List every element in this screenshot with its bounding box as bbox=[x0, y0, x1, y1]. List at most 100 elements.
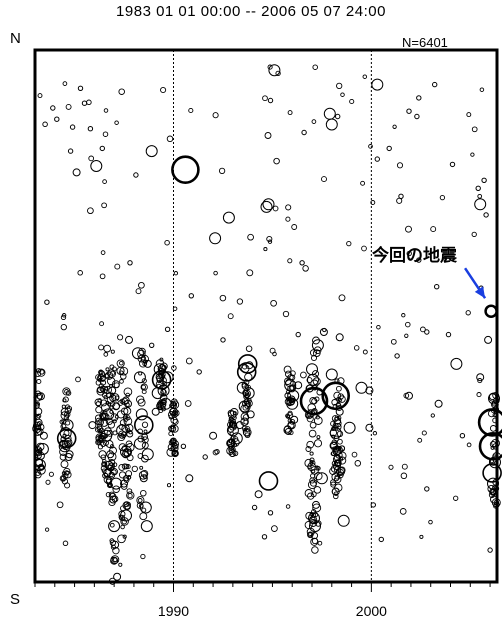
background-point bbox=[246, 269, 254, 277]
cluster-point bbox=[121, 519, 127, 525]
cluster-point bbox=[140, 469, 149, 478]
background-point bbox=[262, 95, 268, 102]
data-point bbox=[134, 415, 154, 435]
data-point bbox=[294, 381, 303, 390]
data-point bbox=[39, 464, 45, 471]
data-point bbox=[237, 354, 258, 374]
background-point bbox=[354, 460, 362, 467]
cluster-point bbox=[232, 450, 239, 457]
cluster-point bbox=[94, 426, 101, 433]
data-point bbox=[151, 369, 172, 390]
cluster-point bbox=[337, 469, 344, 475]
data-point bbox=[50, 105, 56, 111]
cluster-point bbox=[100, 386, 109, 394]
cluster-point bbox=[309, 451, 314, 456]
background-point bbox=[479, 87, 485, 92]
data-point bbox=[171, 155, 200, 184]
cluster-point bbox=[171, 411, 177, 416]
cluster-point bbox=[309, 477, 316, 484]
cluster-point bbox=[171, 449, 179, 458]
data-point bbox=[59, 427, 72, 439]
background-point bbox=[336, 82, 343, 90]
data-point bbox=[414, 113, 420, 120]
data-point bbox=[343, 421, 356, 434]
cluster-point bbox=[105, 367, 110, 372]
cluster-point bbox=[140, 383, 148, 391]
background-point bbox=[75, 376, 81, 383]
cluster-point bbox=[61, 418, 67, 424]
data-point bbox=[64, 470, 70, 476]
data-point bbox=[44, 299, 50, 305]
cluster-point bbox=[137, 498, 143, 503]
cluster-point bbox=[124, 423, 134, 433]
background-point bbox=[400, 472, 408, 480]
data-point bbox=[424, 486, 430, 492]
data-point bbox=[476, 373, 485, 382]
data-point bbox=[61, 419, 74, 432]
background-point bbox=[360, 180, 366, 186]
cluster-point bbox=[309, 479, 318, 487]
cluster-point bbox=[125, 443, 135, 452]
background-point bbox=[247, 233, 254, 241]
background-point bbox=[465, 310, 471, 316]
cluster-point bbox=[337, 438, 343, 445]
background-point bbox=[361, 245, 367, 252]
data-point bbox=[286, 397, 299, 410]
cluster-point bbox=[119, 434, 125, 439]
cluster-point bbox=[287, 374, 294, 381]
cluster-point bbox=[141, 378, 147, 384]
cluster-point bbox=[227, 410, 237, 420]
cluster-point bbox=[333, 454, 341, 462]
cluster-point bbox=[310, 354, 318, 362]
cluster-point bbox=[123, 416, 133, 426]
data-point bbox=[188, 293, 195, 299]
cluster-point bbox=[123, 463, 130, 470]
background-point bbox=[86, 99, 92, 106]
data-point bbox=[99, 145, 106, 152]
data-point bbox=[151, 407, 160, 416]
background-point bbox=[340, 92, 345, 97]
cluster-point bbox=[311, 370, 320, 378]
cluster-point bbox=[118, 463, 126, 471]
data-point bbox=[459, 433, 466, 439]
data-point bbox=[434, 399, 443, 408]
background-point bbox=[372, 431, 378, 436]
data-point bbox=[36, 451, 45, 460]
cluster-point bbox=[311, 537, 319, 545]
background-point bbox=[368, 144, 373, 149]
data-point bbox=[311, 339, 324, 352]
data-point bbox=[482, 463, 502, 483]
cluster-point bbox=[307, 532, 313, 538]
background-point bbox=[453, 495, 459, 501]
cluster-point bbox=[101, 461, 108, 468]
data-point bbox=[127, 260, 133, 266]
data-point bbox=[153, 363, 166, 376]
cluster-point bbox=[141, 421, 149, 428]
cluster-point bbox=[306, 440, 315, 449]
cluster-point bbox=[170, 438, 176, 444]
cluster-point bbox=[337, 393, 344, 400]
cluster-point bbox=[310, 491, 317, 498]
background-point bbox=[321, 176, 327, 183]
cluster-point bbox=[170, 424, 176, 430]
background-point bbox=[430, 226, 437, 233]
background-point bbox=[349, 98, 355, 105]
event-points bbox=[33, 64, 502, 581]
cluster-point bbox=[61, 478, 69, 485]
cluster-point bbox=[141, 389, 147, 395]
data-point bbox=[120, 445, 132, 458]
data-point bbox=[90, 160, 103, 172]
background-point bbox=[466, 112, 472, 118]
cluster-point bbox=[337, 397, 343, 403]
gridlines bbox=[173, 50, 372, 582]
cluster-point bbox=[305, 446, 312, 452]
background-point bbox=[351, 451, 358, 458]
cluster-point bbox=[99, 375, 106, 382]
data-point bbox=[335, 407, 344, 416]
cluster-point bbox=[109, 538, 115, 543]
cluster-point bbox=[108, 491, 115, 498]
background-point bbox=[442, 256, 448, 261]
data-point bbox=[110, 477, 123, 490]
cluster-point bbox=[331, 415, 339, 422]
cluster-point bbox=[125, 402, 130, 407]
